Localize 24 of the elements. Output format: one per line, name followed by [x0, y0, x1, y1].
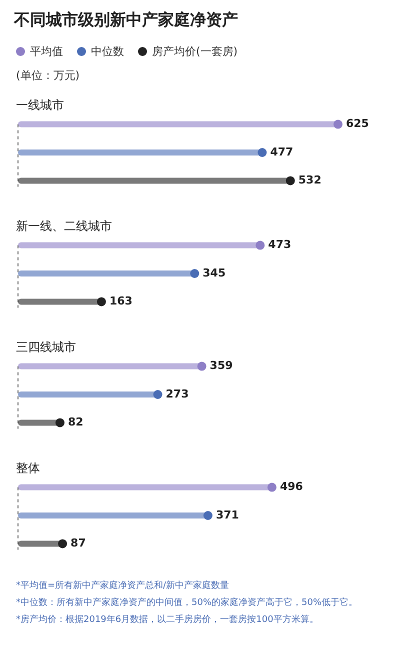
chart-subtitle: (单位：万元) — [16, 68, 80, 83]
legend-label: 中位数 — [90, 44, 124, 59]
text: *平均值=所有新中产家庭净资产总和/新中产家庭数量 — [16, 580, 230, 593]
data-label: 371 — [216, 508, 239, 522]
text: *中位数：所有新中产家庭净资产的中间值，50%的家庭净资产高于它，50%低于它。 — [16, 596, 359, 610]
data-label: 473 — [268, 238, 292, 252]
text: *房产均价：根据2019年6月数据，以二手房房价，一套房按100平方米算。 — [16, 614, 320, 627]
y-tick-label: 新一线、二线城市 — [16, 219, 112, 234]
legend-label: 平均值 — [29, 44, 63, 59]
data-label: 359 — [210, 359, 233, 372]
y-tick-label: 一线城市 — [16, 98, 64, 112]
data-label: 82 — [68, 416, 84, 429]
y-tick-label: 三四线城市 — [16, 340, 76, 354]
data-label: 163 — [109, 294, 132, 308]
data-label: 496 — [280, 480, 304, 494]
data-label: 345 — [202, 266, 226, 280]
chart-title: 不同城市级别新中产家庭净资产 — [14, 10, 238, 31]
data-label: 273 — [166, 387, 189, 400]
data-label: 532 — [298, 174, 322, 187]
data-label: 87 — [70, 536, 86, 550]
data-label: 625 — [346, 117, 369, 130]
legend-label: 房产均价(一套房) — [151, 44, 238, 59]
data-label: 477 — [270, 145, 294, 158]
y-tick-label: 整体 — [16, 461, 40, 476]
